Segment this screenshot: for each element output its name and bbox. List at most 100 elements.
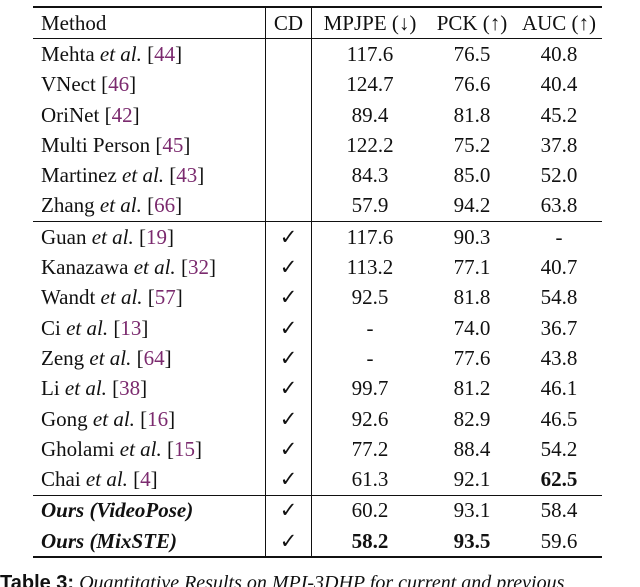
table-row: Ci et al. [13] ✓ - 74.0 36.7 — [33, 312, 602, 344]
cd-check-cell: ✓ — [265, 403, 312, 435]
table-row: Ours (VideoPose) ✓ 60.2 93.1 58.4 — [33, 494, 602, 527]
pck-cell: 76.5 — [453, 41, 491, 66]
table-row: VNect [46] 124.7 76.6 40.4 — [33, 69, 602, 100]
method-name: Ours (MixSTE) — [41, 528, 177, 553]
cd-check-cell: ✓ — [265, 312, 312, 344]
citation-link[interactable]: 43 — [176, 163, 198, 188]
method-cell: Kanazawa et al. [32] — [33, 252, 266, 283]
table-row: Ours (MixSTE) ✓ 58.2 93.5 59.6 — [33, 526, 602, 559]
table-body: Mehta et al. [44] 117.6 76.5 40.8 VNect [46]… — [33, 38, 602, 559]
citation-link[interactable]: 45 — [162, 132, 184, 157]
mpjpe-cell: 57.9 — [351, 193, 389, 218]
citation-link[interactable]: 64 — [143, 345, 165, 370]
et-al: et al. — [64, 376, 107, 401]
mpjpe-cell: 89.4 — [351, 102, 389, 127]
auc-cell: 37.8 — [540, 132, 578, 157]
auc-cell: 58.4 — [516, 494, 602, 527]
method-cell: Ci et al. [13] — [33, 312, 266, 344]
cd-check-cell — [265, 99, 312, 131]
cd-check-cell: ✓ — [265, 373, 312, 404]
pck-cell: 77.6 — [453, 345, 491, 370]
table-row: OriNet [42] 89.4 81.8 45.2 — [33, 99, 602, 131]
et-al: et al. — [89, 345, 132, 370]
mpjpe-cell: 61.3 — [351, 467, 389, 492]
cd-check-cell — [265, 69, 312, 100]
method-name: Kanazawa — [41, 255, 129, 280]
method-cell: Chai et al. [4] — [33, 464, 266, 496]
method-cell: Guan et al. [19] — [33, 221, 266, 253]
table-row: Martinez et al. [43] 84.3 85.0 52.0 — [33, 160, 602, 191]
method-cell: Gholami et al. [15] — [33, 434, 266, 465]
pck-cell: 81.2 — [453, 376, 491, 401]
method-cell: Gong et al. [16] — [33, 403, 266, 435]
table-row: Gong et al. [16] ✓ 92.6 82.9 46.5 — [33, 403, 602, 435]
et-al: et al. — [122, 163, 165, 188]
method-cell: Li et al. [38] — [33, 373, 266, 404]
pck-cell: 81.8 — [453, 102, 491, 127]
citation-link[interactable]: 66 — [154, 193, 176, 218]
citation-link[interactable]: 46 — [108, 72, 130, 97]
table-row: Mehta et al. [44] 117.6 76.5 40.8 — [33, 38, 602, 70]
citation-link[interactable]: 44 — [154, 41, 176, 66]
auc-cell: 52.0 — [540, 163, 578, 188]
citation-link[interactable]: 42 — [111, 102, 133, 127]
auc-cell: 45.2 — [540, 102, 578, 127]
citation-link[interactable]: 38 — [119, 376, 141, 401]
results-table: Method CD MPJPE (↓) PCK (↑) AUC (↑) Meht… — [33, 6, 602, 559]
pck-cell: 93.5 — [428, 526, 516, 559]
mpjpe-cell: 124.7 — [346, 72, 394, 97]
et-al: et al. — [66, 315, 109, 340]
citation-link[interactable]: 13 — [120, 315, 142, 340]
table-row: Wandt et al. [57] ✓ 92.5 81.8 54.8 — [33, 282, 602, 313]
cd-check-cell: ✓ — [265, 494, 312, 527]
caption-text: Quantitative Results on MPI-3DHP for cur… — [79, 572, 565, 587]
header-mpjpe: MPJPE (↓) — [311, 6, 428, 40]
method-name: Wandt — [41, 285, 96, 310]
citation-link[interactable]: 57 — [154, 285, 176, 310]
auc-cell: 43.8 — [540, 345, 578, 370]
pck-cell: 85.0 — [453, 163, 491, 188]
citation-link[interactable]: 32 — [187, 255, 209, 280]
cd-check-cell: ✓ — [265, 343, 312, 374]
citation-link[interactable]: 16 — [147, 406, 169, 431]
method-cell: OriNet [42] — [33, 99, 266, 131]
method-name: Li — [41, 376, 60, 401]
table-row: Gholami et al. [15] ✓ 77.2 88.4 54.2 — [33, 434, 602, 465]
pck-cell: 77.1 — [453, 255, 491, 280]
method-cell: Zeng et al. [64] — [33, 343, 266, 374]
et-al: et al. — [100, 285, 143, 310]
cd-check-cell — [265, 38, 312, 70]
method-cell: VNect [46] — [33, 69, 266, 100]
et-al: et al. — [91, 224, 134, 249]
method-cell: Wandt et al. [57] — [33, 282, 266, 313]
mpjpe-cell: 84.3 — [351, 163, 389, 188]
table-caption: Table 3: Quantitative Results on MPI-3DH… — [0, 571, 640, 587]
et-al: et al. — [99, 193, 142, 218]
cd-check-cell — [265, 130, 312, 161]
auc-cell: 63.8 — [540, 193, 578, 218]
method-cell: Mehta et al. [44] — [33, 38, 266, 70]
header-auc: AUC (↑) — [516, 6, 602, 40]
auc-cell: 46.1 — [540, 376, 578, 401]
citation-link[interactable]: 4 — [140, 467, 151, 492]
pck-cell: 90.3 — [428, 221, 516, 253]
auc-cell: 40.7 — [540, 255, 578, 280]
header-method: Method — [33, 6, 266, 40]
method-name: Zeng — [41, 345, 85, 370]
cd-check-cell: ✓ — [265, 282, 312, 313]
et-al: et al. — [92, 406, 135, 431]
auc-cell: 46.5 — [540, 406, 578, 431]
mpjpe-cell: 122.2 — [346, 132, 394, 157]
citation-link[interactable]: 19 — [146, 224, 167, 249]
cd-check-cell — [265, 190, 312, 222]
table-row: Chai et al. [4] ✓ 61.3 92.1 62.5 — [33, 464, 602, 496]
table-row: Zhang et al. [66] 57.9 94.2 63.8 — [33, 190, 602, 222]
method-name: Mehta — [41, 41, 95, 66]
table-row: Li et al. [38] ✓ 99.7 81.2 46.1 — [33, 373, 602, 404]
mpjpe-cell: - — [366, 315, 374, 340]
table-row: Guan et al. [19] ✓ 117.6 90.3- — [33, 221, 602, 253]
method-name: Guan — [41, 224, 87, 249]
citation-link[interactable]: 15 — [174, 436, 195, 461]
pck-cell: 81.8 — [453, 285, 491, 310]
auc-cell: 54.2 — [540, 436, 578, 461]
